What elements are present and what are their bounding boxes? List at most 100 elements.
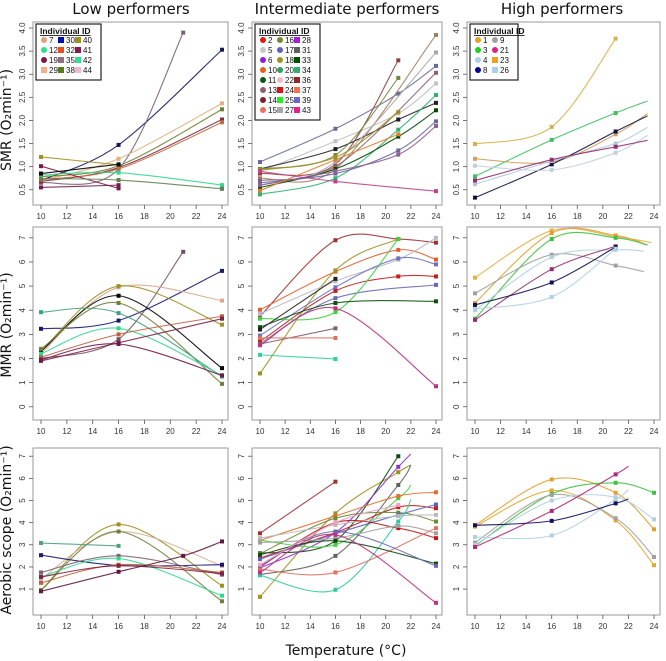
column-title-intermediate: Intermediate performers [255,0,440,18]
x-tick-label: 10 [37,622,46,631]
series-line-8 [474,498,629,526]
y-tick-label: 3 [237,332,246,337]
data-point-30 [220,47,224,52]
data-point-19 [181,553,186,558]
x-tick-label: 22 [192,622,201,631]
y-tick-label: 1.5 [18,137,27,149]
data-point-13 [434,70,438,75]
data-point-12 [39,310,43,315]
series-line-4 [474,494,655,546]
data-point-33 [333,538,338,543]
legend-label-16: 16 [285,36,294,45]
data-point-33 [434,561,438,566]
data-point-34 [333,356,338,361]
legend-label-4: 4 [483,56,488,65]
legend-label-29: 29 [49,66,58,75]
data-point-11 [258,327,262,332]
x-tick-label: 24 [432,427,441,436]
data-point-19 [220,373,224,378]
legend-label-44: 44 [83,66,92,75]
data-point-21 [613,144,618,149]
y-tick-label: 6 [237,476,246,481]
data-point-14 [333,238,338,243]
y-tick-label: 4.0 [18,22,27,34]
legend-title: Individual ID [474,26,525,36]
data-point-35 [181,249,186,254]
data-point-1 [549,488,554,493]
x-tick-label: 22 [624,427,633,436]
data-point-21 [549,267,554,272]
y-tick-label: 2.5 [237,91,246,103]
x-tick-label: 16 [114,212,123,221]
data-point-43 [333,179,338,184]
data-point-13 [333,326,338,331]
data-point-34 [333,176,338,181]
legend-label-7: 7 [49,36,54,45]
legend-label-27: 27 [285,106,294,115]
data-point-14 [333,479,338,484]
data-point-30 [220,268,224,273]
data-point-26 [613,497,618,502]
series-line-12 [40,542,119,547]
data-point-26 [473,535,477,540]
series-line-31 [259,464,412,576]
data-point-12 [116,170,121,175]
data-point-17 [333,285,338,290]
data-point-2 [396,274,401,279]
y-tick-label: 2.0 [18,114,27,126]
data-point-21 [549,157,554,162]
x-tick-label: 22 [192,212,201,221]
legend-marker-26 [492,67,498,73]
data-point-42 [116,556,121,561]
y-tick-label: 3 [18,332,27,337]
legend-label-35: 35 [66,56,75,65]
data-point-18 [258,594,262,599]
data-point-4 [652,517,656,522]
x-tick-label: 18 [140,427,149,436]
data-point-2 [333,288,338,293]
data-point-33 [258,185,262,190]
data-point-1 [613,518,618,523]
legend-marker-12 [41,47,47,53]
data-point-9 [613,516,618,521]
data-point-38 [116,529,121,534]
data-point-41 [220,316,224,321]
data-point-32 [220,120,224,125]
x-tick-label: 24 [218,212,227,221]
data-point-30 [39,553,43,558]
series-line-5 [259,237,437,315]
series-line-12 [40,307,223,378]
y-tick-label: 7 [18,453,27,458]
x-tick-label: 20 [381,212,390,221]
data-point-5 [396,514,401,518]
data-point-39 [333,296,338,301]
legend-marker-31 [294,47,300,53]
data-point-38 [116,300,121,305]
data-point-7 [220,366,224,371]
data-point-10 [333,157,338,162]
x-tick-label: 12 [496,427,505,436]
legend-label-3: 3 [483,46,488,55]
data-point-27 [333,536,338,541]
legend-label-42: 42 [83,56,92,65]
x-tick-label: 16 [331,427,340,436]
data-point-23 [549,228,554,233]
data-point-43 [333,306,338,311]
data-point-30 [220,562,224,567]
legend-label-13: 13 [268,86,277,95]
data-point-16 [333,516,338,521]
series-line-5 [259,83,437,172]
data-point-38 [220,107,224,112]
legend-label-21: 21 [500,46,509,55]
legend-marker-30 [58,37,64,43]
panel-SMR-high: 10 12 14 16 18 20 22 240.51.01.52.02.53.03.54.0… [452,21,661,221]
y-tick-label: 2 [237,356,246,361]
y-tick-label: 2 [18,356,27,361]
data-point-41 [220,571,224,576]
data-point-17 [396,91,401,96]
legend-marker-7 [41,37,47,43]
x-tick-label: 18 [573,212,582,221]
